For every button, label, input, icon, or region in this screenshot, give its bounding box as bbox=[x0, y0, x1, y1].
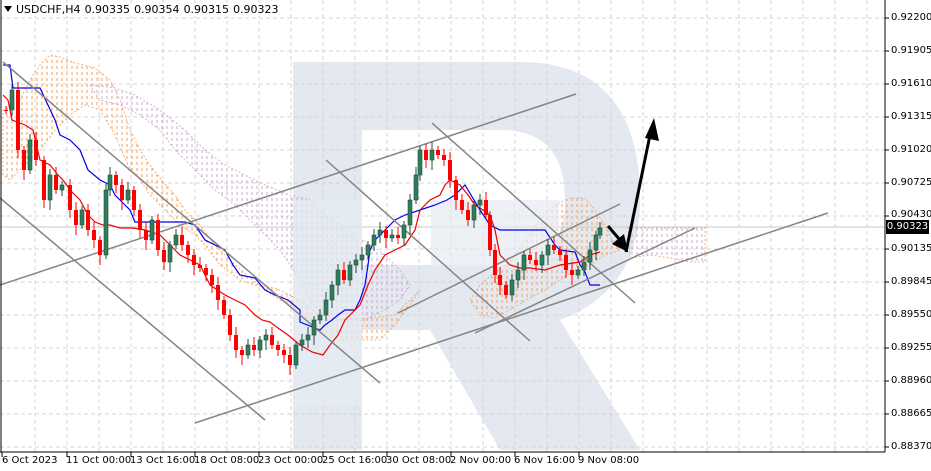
price-tick: 0.91020 bbox=[891, 144, 931, 155]
price-tick: 0.88370 bbox=[891, 441, 931, 452]
chart-header: USDCHF,H4 0.90335 0.90354 0.90315 0.90323 bbox=[4, 3, 286, 16]
price-tick: 0.88960 bbox=[891, 375, 931, 386]
price-tick: 0.89255 bbox=[891, 342, 931, 353]
symbol-timeframe: USDCHF,H4 bbox=[16, 3, 81, 16]
price-tick: 0.91315 bbox=[891, 111, 931, 122]
price-tick: 0.90135 bbox=[891, 243, 931, 254]
time-tick: 30 Oct 08:00 bbox=[386, 455, 452, 466]
ohlc-open: 0.90335 bbox=[84, 3, 131, 16]
trend-lines bbox=[0, 61, 829, 424]
dropdown-triangle-icon[interactable] bbox=[4, 6, 12, 12]
price-tick: 0.88665 bbox=[891, 408, 931, 419]
watermark-logo bbox=[293, 62, 640, 450]
candlesticks bbox=[4, 82, 603, 375]
time-tick: 25 Oct 16:00 bbox=[322, 455, 388, 466]
time-tick: 11 Oct 00:00 bbox=[66, 455, 132, 466]
price-tick: 0.92200 bbox=[891, 12, 931, 23]
time-tick: 13 Oct 16:00 bbox=[130, 455, 196, 466]
price-tick: 0.90430 bbox=[891, 209, 931, 220]
price-tick: 0.89845 bbox=[891, 276, 931, 287]
time-tick: 6 Nov 16:00 bbox=[514, 455, 576, 466]
time-tick: 9 Nov 08:00 bbox=[578, 455, 640, 466]
time-tick: 23 Oct 00:00 bbox=[258, 455, 324, 466]
ohlc-low: 0.90315 bbox=[183, 3, 230, 16]
arrow-down-icon bbox=[612, 234, 628, 252]
arrow-up-icon bbox=[645, 118, 659, 141]
forecast-arrows bbox=[606, 118, 659, 253]
price-tick: 0.90725 bbox=[891, 177, 931, 188]
ohlc-high: 0.90354 bbox=[134, 3, 180, 16]
price-tick: 0.91610 bbox=[891, 78, 931, 89]
time-tick: 18 Oct 08:00 bbox=[194, 455, 260, 466]
price-tick: 0.89550 bbox=[891, 309, 931, 320]
price-tick: 0.91905 bbox=[891, 45, 931, 56]
time-tick: 6 Oct 2023 bbox=[2, 455, 58, 466]
ohlc-close: 0.90323 bbox=[233, 3, 279, 16]
time-tick: 2 Nov 00:00 bbox=[450, 455, 512, 466]
current-price-label: 0.90323 bbox=[886, 220, 929, 234]
